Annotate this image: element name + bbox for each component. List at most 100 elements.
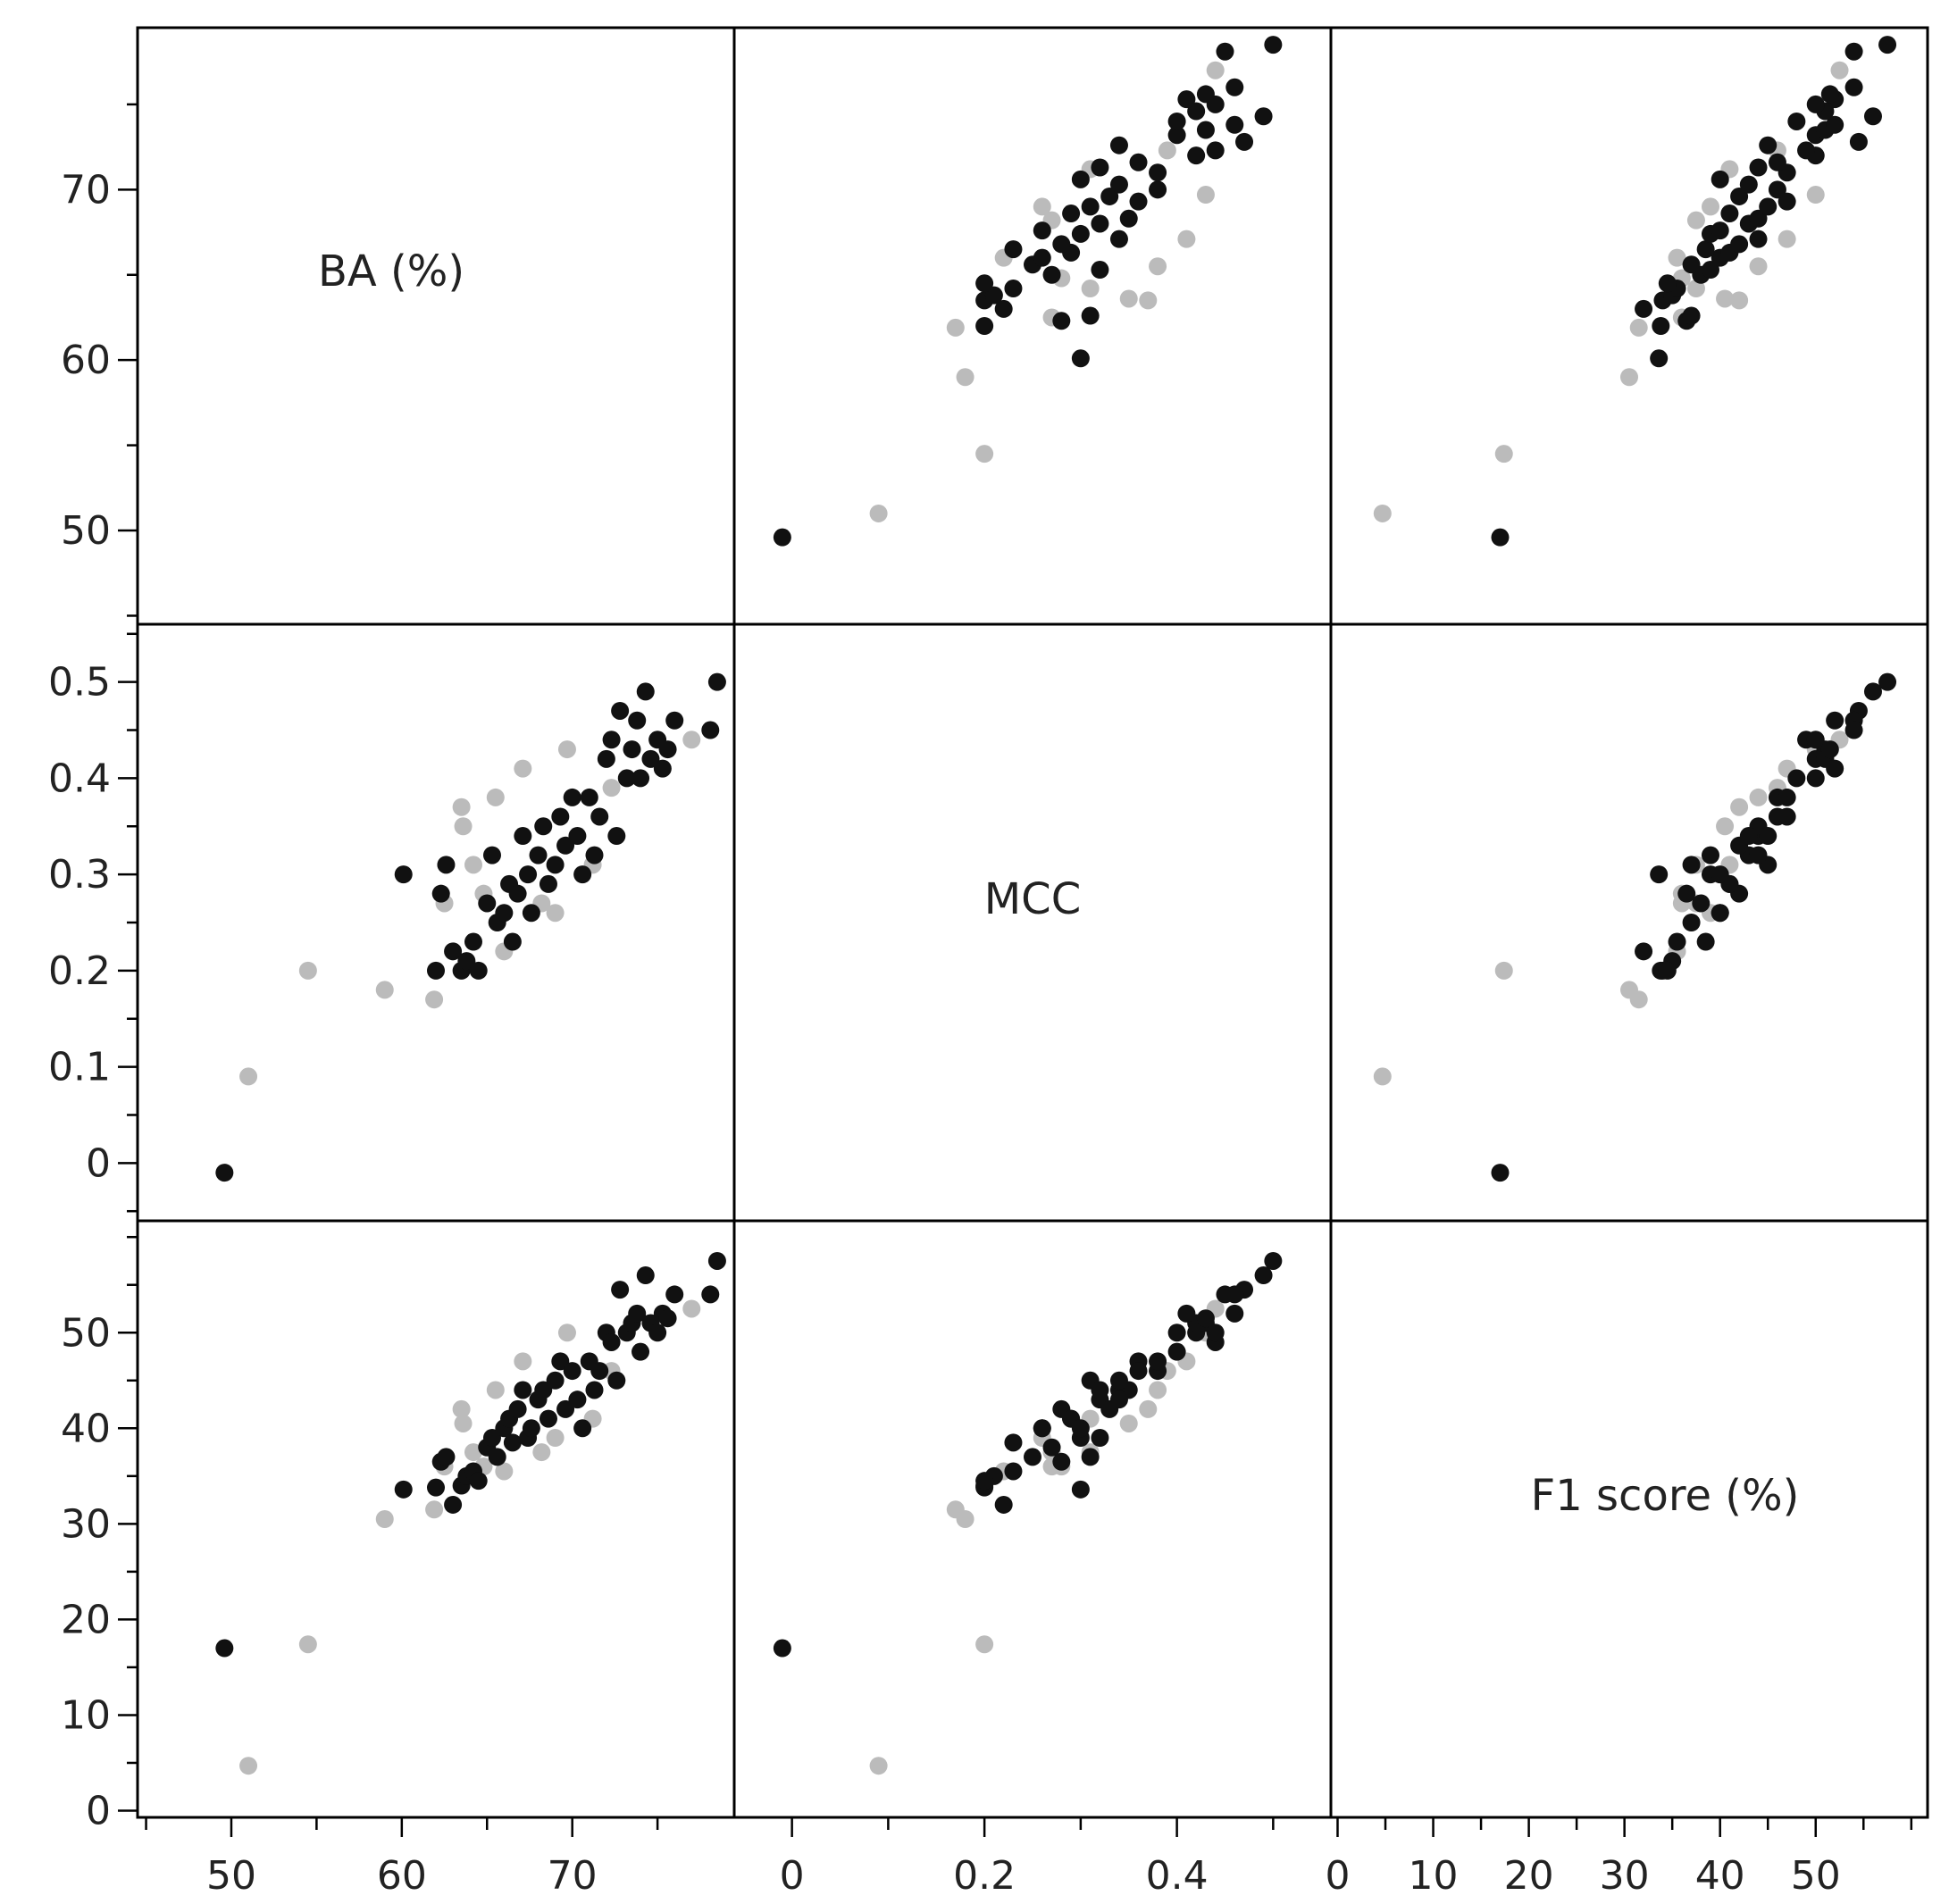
data-point-black [1863,682,1882,701]
data-point-black [1264,36,1283,54]
data-point-black [1129,192,1148,211]
data-point-black [1254,1266,1273,1285]
data-point-black [1749,158,1768,177]
data-point-gray [452,798,471,816]
data-point-black [539,1409,557,1428]
data-point-black [1878,672,1897,691]
data-point-black [1225,78,1244,96]
data-point-black [529,846,548,864]
data-point-black [1759,197,1778,216]
data-point-black [975,1472,994,1491]
data-point-black [1692,894,1711,913]
data-point-black [1187,146,1206,165]
data-point-black [1167,112,1186,130]
data-point-black [585,1381,604,1399]
data-point-black [1052,1452,1071,1471]
x-tick-label: 30 [1600,1853,1650,1899]
data-point-black [1696,240,1715,259]
data-point-black [1004,240,1023,259]
data-point-gray [425,1500,444,1519]
variable-label-ba: BA (%) [318,246,464,296]
data-point-black [1177,90,1196,109]
x-tick-label: 60 [377,1853,427,1899]
data-point-black [1826,759,1844,778]
data-point-black [1196,121,1215,139]
data-point-black [437,856,456,874]
data-point-black [1119,209,1138,228]
data-point-black [1739,175,1758,194]
data-point-gray [546,1429,565,1448]
data-point-black [1820,740,1839,759]
data-point-black [551,1352,570,1371]
data-point-black [1778,788,1796,806]
data-point-black [469,961,488,980]
data-point-black [1264,1251,1283,1270]
data-point-gray [239,1757,258,1775]
data-point-black [1652,317,1670,335]
data-point-gray [1716,289,1735,308]
data-point-gray [1373,504,1392,522]
data-point-gray [1033,197,1051,216]
data-point-black [1650,865,1669,884]
data-point-black [707,1251,726,1270]
data-point-black [1071,1480,1090,1499]
data-point-black [1004,1433,1023,1452]
data-point-gray [546,904,565,923]
data-point-gray [946,1500,965,1519]
data-point-black [1826,711,1844,730]
data-point-black [707,672,726,691]
data-point-black [653,759,672,778]
data-point-black [1129,153,1148,171]
data-point-black [1225,1304,1244,1323]
data-point-gray [375,1510,394,1528]
data-point-black [568,827,587,846]
data-point-gray [1119,1414,1138,1432]
data-point-black [590,807,609,826]
data-point-gray [1158,141,1176,160]
data-point-black [482,1429,501,1448]
data-point-black [701,721,720,739]
data-point-black [1844,42,1863,61]
data-point-black [1730,187,1749,205]
data-point-black [1658,961,1677,980]
data-point-black [1167,1342,1186,1361]
data-point-gray [1749,257,1768,276]
data-point-black [519,865,538,884]
data-point-black [585,846,604,864]
x-tick-label: 40 [1695,1853,1745,1899]
data-point-black [522,904,540,923]
data-point-black [1863,107,1882,126]
data-point-gray [1730,798,1749,816]
data-point-black [984,286,1003,305]
data-point-black [1491,1164,1510,1182]
data-point-black [1149,163,1167,182]
data-point-black [1024,1448,1041,1466]
data-point-black [464,932,482,951]
data-point-gray [298,1635,317,1654]
data-point-black [1177,1304,1196,1323]
y-tick-label: 30 [61,1501,111,1547]
y-tick-label: 50 [61,1310,111,1356]
data-point-black [1081,306,1100,325]
data-point-black [427,1478,445,1497]
data-point-black [431,884,450,903]
data-point-black [556,836,575,855]
data-point-black [1167,1324,1186,1342]
data-point-black [534,817,553,836]
data-point-black [1149,180,1167,199]
data-point-black [773,1639,791,1658]
data-point-black [1701,261,1719,280]
data-point-black [1033,221,1051,240]
data-point-black [1677,884,1696,903]
data-point-black [1091,1429,1109,1448]
y-tick-label: 0.4 [48,756,111,801]
data-point-gray [454,1414,473,1432]
labels: 50 60 70 0 0.1 0.2 0.3 0.4 0.5 0 10 20 30 40 50 50 60 70 0… [48,167,1841,1899]
data-point-black [1071,1419,1090,1438]
data-point-black [1081,197,1100,216]
data-point-black [522,1419,540,1438]
data-point-black [1878,36,1897,54]
data-point-gray [869,504,888,522]
data-point-gray [1494,445,1513,463]
data-point-gray [514,1352,532,1371]
